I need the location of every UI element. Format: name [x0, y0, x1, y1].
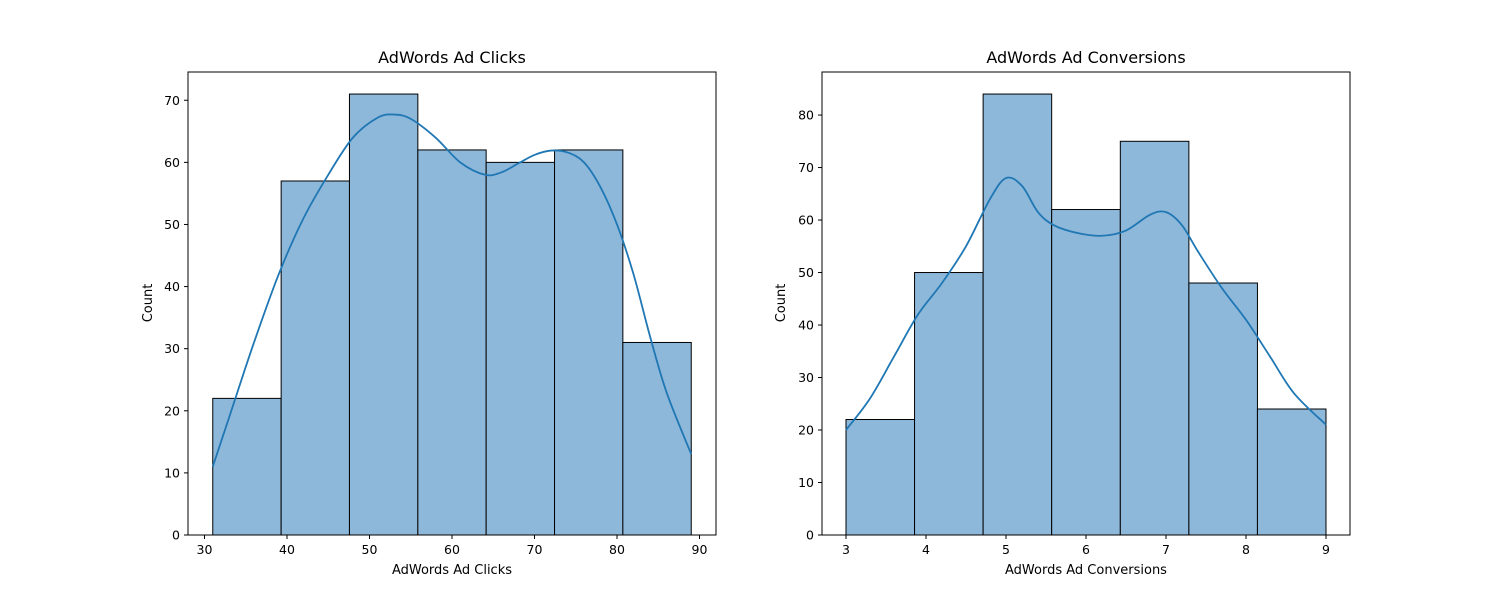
y-tick-label: 40 [798, 318, 814, 333]
histogram-bar [1119, 140, 1190, 536]
x-tick-label: 30 [197, 542, 213, 557]
x-tick-label: 7 [1162, 542, 1170, 557]
y-tick-label: 40 [164, 279, 180, 294]
clicks-histogram-panel: AdWords Ad Clicks AdWords Ad Clicks Coun… [141, 48, 717, 578]
y-tick-label: 70 [164, 93, 180, 108]
x-tick-label: 4 [922, 542, 930, 557]
histogram-bar [914, 272, 984, 536]
y-tick-label: 50 [798, 265, 814, 280]
y-tick-label: 20 [798, 423, 814, 438]
x-tick-label: 50 [362, 542, 378, 557]
histogram-bar [212, 397, 282, 536]
histogram-bar [554, 149, 624, 536]
histogram-bar [417, 149, 487, 536]
x-tick-label: 80 [609, 542, 625, 557]
y-tick-label: 70 [798, 160, 814, 175]
x-tick-label: 3 [842, 542, 850, 557]
chart-title: AdWords Ad Clicks [378, 48, 526, 67]
conversions-histogram-panel: AdWords Ad Conversions AdWords Ad Conver… [774, 48, 1351, 578]
histogram-bar [1051, 209, 1121, 536]
histogram-bar [485, 161, 556, 536]
y-tick-label: 30 [798, 370, 814, 385]
histogram-bar [348, 93, 419, 536]
x-tick-label: 9 [1322, 542, 1330, 557]
chart-title: AdWords Ad Conversions [986, 48, 1185, 67]
y-tick-label: 0 [806, 528, 814, 543]
y-tick-label: 10 [164, 465, 180, 480]
histogram-bar [622, 341, 692, 536]
x-tick-label: 5 [1002, 542, 1010, 557]
y-tick-label: 80 [798, 108, 814, 123]
x-tick-label: 6 [1082, 542, 1090, 557]
histogram-bar [982, 93, 1053, 536]
y-axis-label: Count [774, 284, 789, 323]
kde-curve [211, 113, 693, 467]
histogram-bar [1256, 408, 1327, 536]
y-tick-label: 10 [798, 475, 814, 490]
x-axis-label: AdWords Ad Conversions [1005, 563, 1167, 578]
histogram-bar [280, 180, 350, 536]
y-tick-label: 60 [164, 155, 180, 170]
x-axis-label: AdWords Ad Clicks [392, 563, 512, 578]
y-tick-label: 20 [164, 403, 180, 418]
y-tick-label: 60 [798, 213, 814, 228]
x-tick-label: 70 [527, 542, 543, 557]
x-tick-label: 90 [692, 542, 708, 557]
histogram-bar [1188, 282, 1258, 536]
histogram-bar [845, 419, 916, 536]
y-tick-label: 50 [164, 217, 180, 232]
y-tick-label: 0 [172, 528, 180, 543]
y-tick-label: 30 [164, 341, 180, 356]
kde-curve [845, 176, 1327, 431]
x-tick-label: 60 [444, 542, 460, 557]
y-axis-label: Count [141, 284, 156, 323]
x-tick-label: 8 [1242, 542, 1250, 557]
x-tick-label: 40 [279, 542, 295, 557]
